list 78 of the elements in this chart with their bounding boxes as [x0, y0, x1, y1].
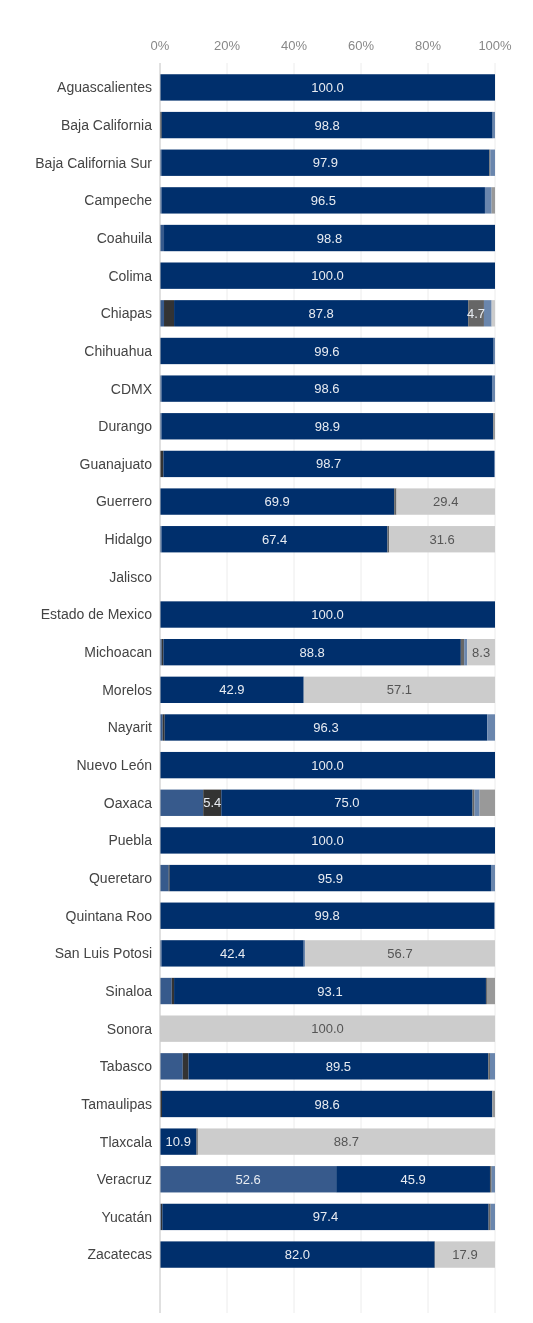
y-tick-label: Hidalgo — [104, 531, 153, 548]
data-label: 98.7 — [316, 456, 342, 472]
y-tick-label: Guanajuato — [79, 455, 153, 472]
data-label: 56.7 — [387, 945, 413, 961]
y-tick-label: Chihuahua — [84, 342, 153, 359]
data-label: 42.9 — [219, 682, 245, 698]
y-tick-label: Campeche — [84, 192, 153, 209]
data-label: 45.9 — [400, 1171, 426, 1187]
x-tick-label: 80% — [414, 38, 442, 53]
data-label: 31.6 — [429, 531, 455, 547]
data-label: 89.5 — [325, 1058, 352, 1074]
data-label: 100.0 — [311, 79, 344, 95]
data-label: 8.3 — [472, 644, 491, 660]
y-tick-label: San Luis Potosi — [54, 945, 152, 962]
y-tick-label: Queretaro — [88, 869, 153, 886]
data-label: 99.8 — [314, 908, 340, 924]
data-label: 98.8 — [314, 117, 340, 133]
y-tick-label: Yucatán — [101, 1208, 152, 1225]
data-label: 100.0 — [311, 757, 344, 773]
y-tick-label: CDMX — [110, 380, 153, 397]
y-tick-label: Nayarit — [107, 719, 153, 736]
data-label: 96.3 — [313, 720, 339, 736]
data-label: 82.0 — [284, 1247, 311, 1263]
x-tick-label: 40% — [280, 38, 308, 53]
y-tick-label: Tlaxcala — [99, 1133, 153, 1150]
y-tick-label: Michoacan — [84, 644, 152, 661]
data-label: 99.6 — [314, 343, 340, 359]
y-tick-label: Chiapas — [100, 305, 152, 322]
data-label: 93.1 — [317, 983, 343, 999]
y-tick-label: Morelos — [102, 681, 152, 698]
y-tick-label: Nuevo León — [76, 757, 152, 774]
data-label: 98.6 — [314, 381, 340, 397]
data-label: 100.0 — [311, 1021, 344, 1037]
x-tick-label: 0% — [150, 38, 170, 53]
y-tick-label: Durango — [98, 418, 153, 435]
y-tick-label: Oaxaca — [103, 794, 153, 811]
data-label: 69.9 — [264, 494, 290, 510]
data-label: 17.9 — [452, 1247, 478, 1263]
y-tick-label: Sonora — [106, 1020, 153, 1037]
y-tick-label: Baja California — [60, 116, 153, 133]
data-label: 75.0 — [334, 795, 360, 811]
x-tick-label: 60% — [347, 38, 375, 53]
y-tick-label: Guerrero — [95, 493, 153, 510]
data-label: 42.4 — [220, 945, 246, 961]
data-label: 100.0 — [311, 832, 344, 848]
data-label: 97.9 — [312, 155, 338, 171]
data-label: 98.8 — [316, 230, 343, 246]
data-label: 10.9 — [165, 1134, 191, 1150]
data-label: 29.4 — [433, 494, 459, 510]
data-label: 87.8 — [308, 305, 334, 321]
data-label: 52.6 — [235, 1171, 261, 1187]
y-tick-label: Aguascalientes — [57, 79, 152, 96]
y-tick-label: Tabasco — [99, 1058, 153, 1075]
y-tick-label: Sinaloa — [105, 982, 153, 999]
data-label: 100.0 — [311, 607, 344, 623]
y-tick-label: Veracruz — [96, 1171, 152, 1188]
data-label: 98.6 — [314, 1096, 340, 1112]
x-tick-label: 100% — [478, 38, 513, 53]
data-label: 88.8 — [299, 644, 325, 660]
data-label: 57.1 — [386, 682, 413, 698]
data-label: 88.7 — [333, 1134, 360, 1150]
y-tick-label: Jalisco — [109, 568, 153, 585]
x-tick-label: 20% — [213, 38, 241, 53]
data-label: 5.4 — [203, 795, 222, 811]
data-label: 98.9 — [314, 418, 340, 434]
data-label: 97.4 — [312, 1209, 339, 1225]
y-tick-label: Tamaulipas — [81, 1095, 152, 1112]
data-label: 100.0 — [311, 268, 344, 284]
y-tick-label: Quintana Roo — [65, 907, 153, 924]
y-tick-label: Colima — [108, 267, 153, 284]
y-tick-label: Zacatecas — [87, 1246, 152, 1263]
y-tick-label: Estado de Mexico — [40, 606, 153, 623]
data-label: 67.4 — [261, 531, 288, 547]
data-label: 95.9 — [317, 870, 343, 886]
y-tick-label: Baja California Sur — [35, 154, 153, 171]
y-tick-label: Puebla — [108, 832, 153, 849]
data-label: 96.5 — [310, 192, 336, 208]
y-tick-label: Coahuila — [96, 229, 153, 246]
